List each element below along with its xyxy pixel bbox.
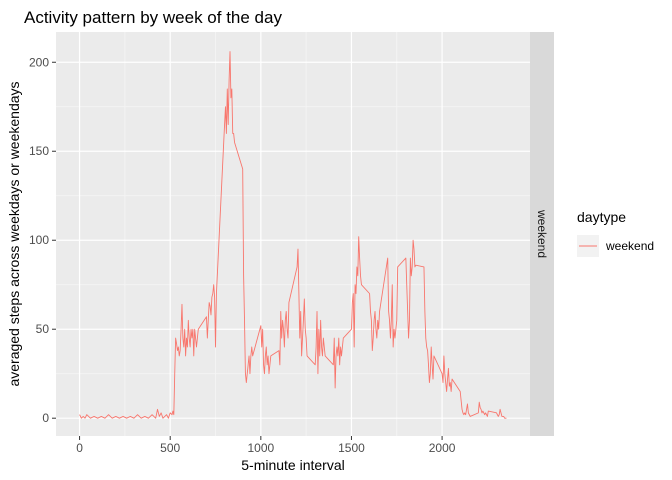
y-axis: 0 50 100 150 200 [29, 55, 56, 425]
x-tick-label: 1500 [338, 441, 365, 455]
series-line-weekend [79, 51, 507, 419]
chart-title: Activity pattern by week of the day [24, 8, 282, 27]
plot-panel [56, 32, 530, 436]
y-tick-label: 100 [29, 233, 49, 247]
legend-title: daytype [577, 209, 626, 225]
x-axis: 0 500 1000 1500 2000 [76, 436, 456, 455]
x-tick-label: 0 [76, 441, 83, 455]
y-axis-title: averaged steps across weekdays or weeken… [6, 81, 22, 386]
x-tick-label: 2000 [429, 441, 456, 455]
y-tick-label: 150 [29, 144, 49, 158]
x-axis-title: 5-minute interval [241, 457, 345, 473]
facet-strip [530, 32, 554, 436]
series-layer [79, 51, 507, 419]
x-tick-label: 1000 [247, 441, 274, 455]
legend-label-weekend: weekend [605, 239, 654, 253]
y-tick-label: 50 [36, 322, 50, 336]
y-tick-label: 0 [42, 411, 49, 425]
legend: daytype weekend [577, 209, 654, 257]
major-gridlines [56, 32, 530, 436]
y-tick-label: 200 [29, 55, 49, 69]
facet-strip-label: weekend [535, 209, 549, 258]
x-tick-label: 500 [160, 441, 180, 455]
